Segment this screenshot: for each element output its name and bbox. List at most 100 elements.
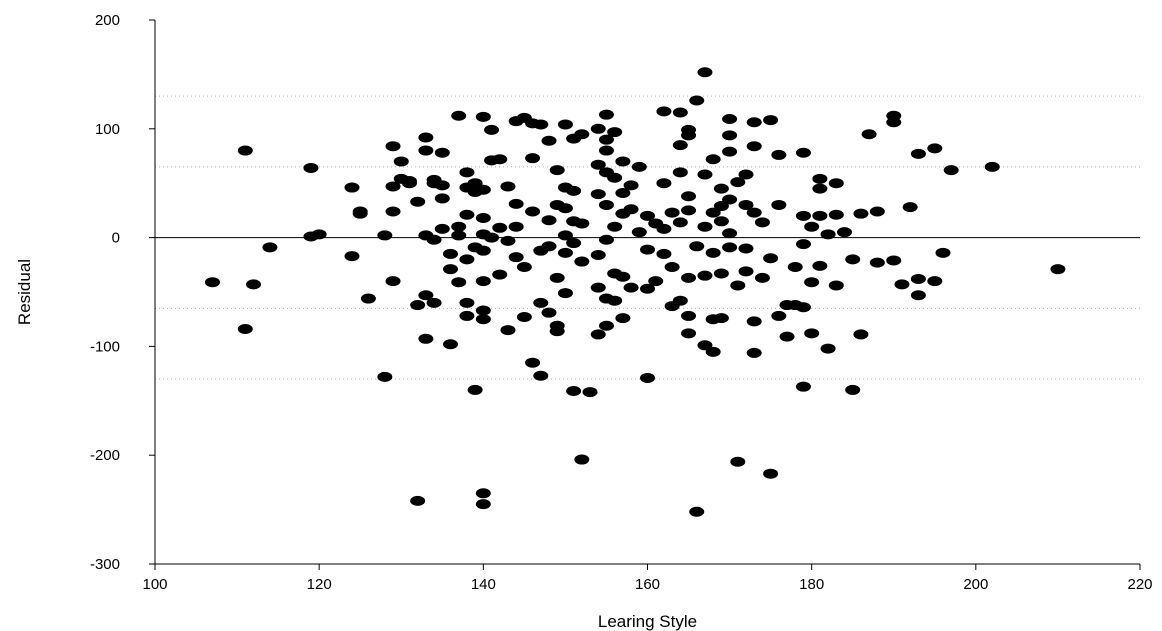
data-point (352, 208, 368, 219)
data-point (459, 254, 475, 265)
data-point (886, 117, 902, 128)
data-point (648, 276, 664, 287)
data-point (541, 215, 557, 226)
data-point (574, 218, 590, 229)
data-point (681, 328, 697, 339)
data-point (344, 182, 360, 193)
x-tick-label: 160 (635, 576, 660, 593)
data-point (812, 210, 828, 221)
data-point (640, 372, 655, 383)
data-point (237, 323, 253, 334)
data-point (582, 387, 598, 398)
data-point (426, 234, 442, 245)
data-point (746, 117, 762, 128)
data-point (672, 107, 688, 118)
y-tick-label: -200 (90, 447, 120, 464)
data-point (812, 173, 828, 184)
data-point (500, 181, 516, 192)
data-point (434, 180, 450, 191)
x-tick-label: 180 (799, 576, 824, 593)
data-point (927, 276, 943, 287)
data-point (525, 206, 541, 217)
data-point (853, 208, 869, 219)
data-point (385, 276, 401, 287)
data-point (475, 213, 491, 224)
data-point (795, 239, 811, 250)
data-point (451, 277, 467, 288)
data-point (705, 346, 721, 357)
x-tick-label: 200 (963, 576, 988, 593)
data-point (615, 313, 631, 324)
data-point (927, 143, 943, 154)
data-point (656, 223, 672, 234)
data-point (894, 279, 910, 290)
data-point (902, 202, 918, 213)
data-point (492, 222, 508, 233)
data-point (475, 245, 491, 256)
data-point (861, 129, 877, 140)
data-point (730, 280, 746, 291)
data-point (713, 268, 729, 279)
data-point (795, 147, 811, 158)
data-point (828, 209, 844, 220)
data-point (713, 216, 729, 227)
data-point (787, 261, 803, 272)
data-point (804, 277, 820, 288)
data-point (828, 280, 844, 291)
data-point (795, 302, 811, 313)
data-point (607, 172, 623, 183)
data-point (713, 313, 729, 324)
data-point (656, 106, 672, 117)
data-point (623, 204, 639, 215)
data-point (722, 228, 738, 239)
data-point (598, 134, 614, 145)
data-point (598, 234, 614, 245)
data-point (697, 221, 713, 232)
data-point (705, 247, 721, 258)
data-point (385, 181, 401, 192)
data-point (574, 454, 590, 465)
y-tick-label: -100 (90, 338, 120, 355)
data-point (689, 241, 705, 252)
x-tick-label: 220 (1127, 576, 1152, 593)
data-point (418, 333, 434, 344)
data-point (467, 384, 483, 395)
data-point (779, 331, 795, 342)
data-point (377, 371, 393, 382)
data-point (557, 288, 573, 299)
x-tick-label: 120 (307, 576, 332, 593)
data-point (541, 241, 557, 252)
data-point (590, 123, 606, 134)
data-point (886, 255, 902, 266)
data-point (705, 207, 721, 218)
data-point (574, 256, 590, 267)
data-point (246, 279, 261, 290)
data-point (705, 154, 721, 165)
data-point (303, 162, 319, 173)
data-point (360, 293, 376, 304)
data-point (549, 272, 565, 283)
data-point (771, 149, 787, 160)
data-point (475, 488, 491, 499)
data-point (566, 185, 582, 196)
data-point (623, 180, 639, 191)
data-point (508, 221, 524, 232)
data-point (549, 326, 565, 337)
data-point (640, 210, 655, 221)
data-point (763, 468, 779, 479)
data-point (910, 290, 926, 301)
data-point (393, 156, 409, 167)
x-axis-label: Learing Style (598, 612, 697, 631)
data-point (451, 110, 467, 121)
data-point (722, 194, 738, 205)
data-point (672, 140, 688, 151)
data-point (812, 183, 828, 194)
data-point (730, 177, 746, 188)
data-point (754, 217, 770, 228)
data-point (746, 207, 762, 218)
data-point (533, 119, 549, 130)
data-point (500, 325, 516, 336)
data-point (656, 178, 672, 189)
data-point (459, 209, 475, 220)
